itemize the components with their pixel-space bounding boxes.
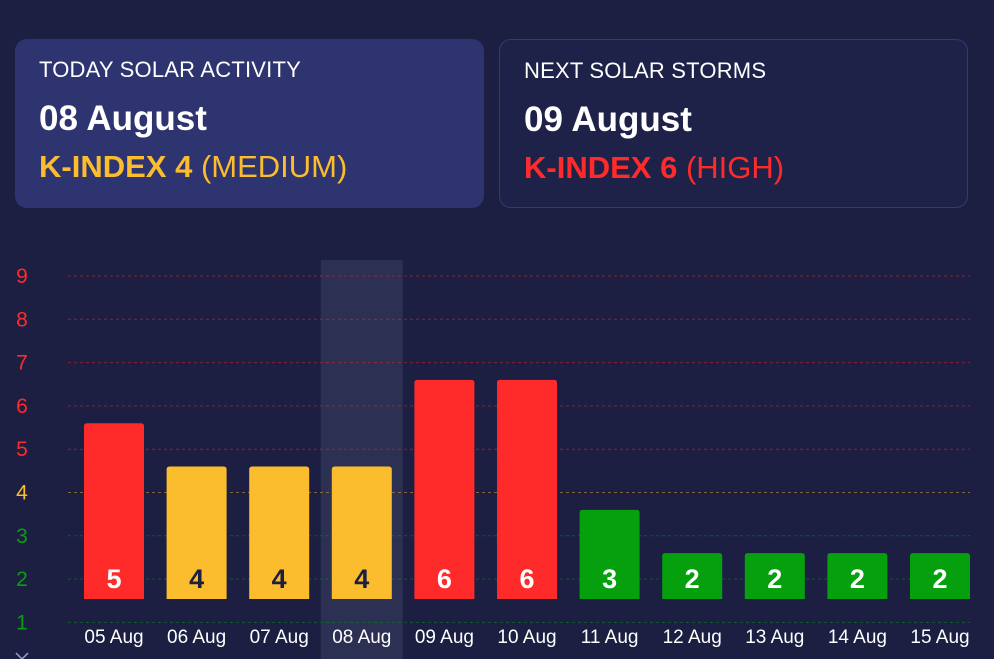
today-card-date: 08 August <box>39 99 207 138</box>
bar <box>166 466 227 599</box>
bar-value-label: 6 <box>519 564 534 594</box>
next-card-date: 09 August <box>524 100 692 139</box>
today-k-index-level: (MEDIUM) <box>200 149 348 184</box>
bar <box>331 466 392 599</box>
k-index-chart: 1 2 3 4 5 6 7 8 9 5 05 Aug 4 06 Aug 4 07 Aug 4 08 Aug 6 09… <box>0 255 994 659</box>
x-category-label: 14 Aug <box>828 627 887 648</box>
next-card-title: NEXT SOLAR STORMS <box>524 58 767 83</box>
bar <box>84 423 144 599</box>
today-activity-card: TODAY SOLAR ACTIVITY 08 August K-INDEX 4… <box>15 39 484 208</box>
bar-value-label: 6 <box>437 564 452 594</box>
bar-value-label: 3 <box>602 564 617 594</box>
bar <box>744 553 805 599</box>
y-tick-label: 1 <box>16 611 28 634</box>
bar-value-label: 2 <box>767 564 782 594</box>
x-category-label: 07 Aug <box>250 627 309 648</box>
y-tick-label: 8 <box>16 308 28 331</box>
x-category-label: 13 Aug <box>745 627 804 648</box>
today-k-index-value: K-INDEX 4 <box>39 149 193 184</box>
today-k-index: K-INDEX 4 (MEDIUM) <box>39 149 460 185</box>
bar <box>579 509 640 599</box>
next-k-index: K-INDEX 6 (HIGH) <box>524 150 943 186</box>
x-category-label: 12 Aug <box>663 627 722 648</box>
bar <box>249 466 310 599</box>
y-tick-label: 2 <box>16 568 28 591</box>
bar-value-label: 5 <box>106 564 121 594</box>
highlight-column <box>320 260 403 659</box>
bar <box>827 553 888 599</box>
x-category-label: 06 Aug <box>167 627 226 648</box>
y-tick-label: 7 <box>16 352 28 375</box>
next-storms-card: NEXT SOLAR STORMS 09 August K-INDEX 6 (H… <box>499 39 968 208</box>
x-category-label: 10 Aug <box>497 627 556 648</box>
y-tick-label: 9 <box>16 265 28 288</box>
bar <box>910 553 970 599</box>
x-category-label: 15 Aug <box>910 627 969 648</box>
x-category-label: 08 Aug <box>332 627 391 648</box>
x-category-label: 09 Aug <box>415 627 474 648</box>
bar-value-label: 2 <box>850 564 865 594</box>
y-tick-label: 3 <box>16 525 28 548</box>
next-k-index-level: (HIGH) <box>685 150 785 185</box>
bar <box>414 379 475 599</box>
bar-value-label: 4 <box>272 564 287 594</box>
bar <box>497 379 557 599</box>
k-index-chart-svg: 1 2 3 4 5 6 7 8 9 5 05 Aug 4 06 Aug 4 07 Aug 4 08 Aug 6 09… <box>15 260 970 659</box>
bar-value-label: 2 <box>685 564 700 594</box>
y-tick-label: 6 <box>16 395 28 418</box>
bar-value-label: 4 <box>354 564 369 594</box>
chevron-down-icon <box>15 652 29 659</box>
x-category-label: 11 Aug <box>581 627 639 648</box>
bar-value-label: 4 <box>189 564 204 594</box>
y-tick-label: 4 <box>16 482 28 505</box>
bar-value-label: 2 <box>932 564 947 594</box>
y-tick-label: 5 <box>16 438 28 461</box>
bar <box>662 553 723 599</box>
today-card-title: TODAY SOLAR ACTIVITY <box>39 57 301 82</box>
x-category-label: 05 Aug <box>84 627 143 648</box>
next-k-index-value: K-INDEX 6 <box>524 150 678 185</box>
